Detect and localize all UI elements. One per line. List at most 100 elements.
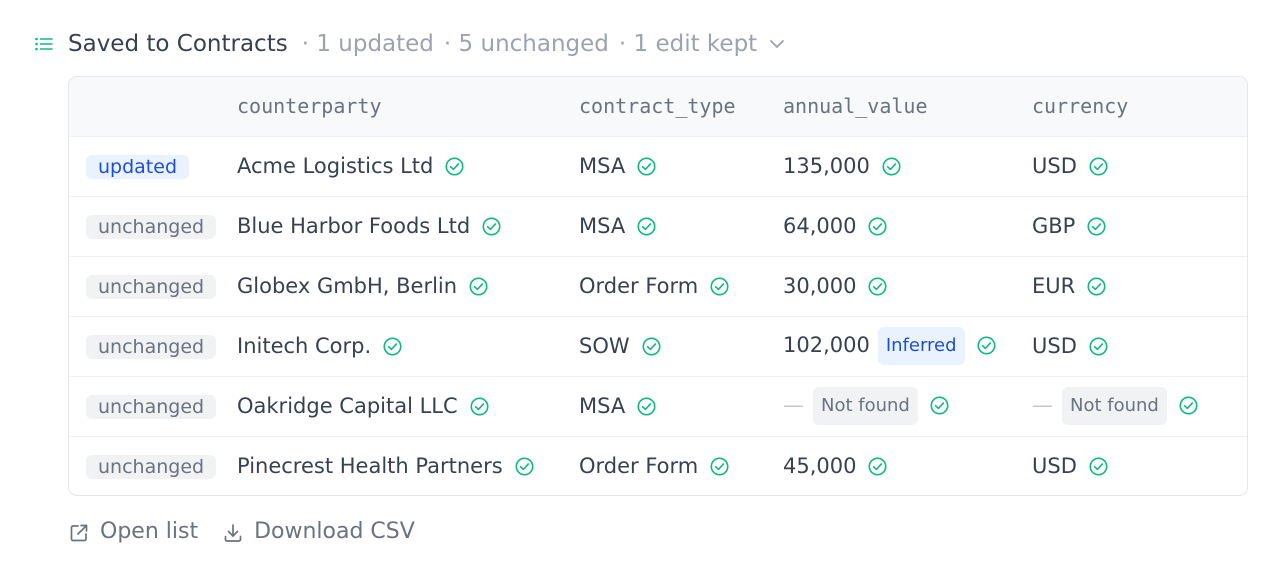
table-body: updated Acme Logistics Ltd MSA 135,000 USD un… bbox=[69, 136, 1247, 495]
updated-count: · 1 updated bbox=[301, 31, 434, 57]
currency-cell[interactable]: USD bbox=[1032, 316, 1247, 376]
currency-text: EUR bbox=[1032, 274, 1076, 298]
annual-value-cell[interactable]: 102,000 Inferred bbox=[783, 316, 1032, 376]
counterparty-text: Initech Corp. bbox=[237, 334, 372, 358]
annual-value-text: 64,000 bbox=[783, 214, 857, 238]
currency-text: GBP bbox=[1032, 214, 1076, 238]
counterparty-cell[interactable]: Globex GmbH, Berlin bbox=[237, 256, 579, 316]
status-cell: unchanged bbox=[69, 376, 237, 436]
currency-text: — bbox=[1032, 393, 1053, 417]
check-circle-icon bbox=[867, 216, 888, 237]
currency-cell[interactable]: — Not found bbox=[1032, 376, 1247, 436]
currency-cell[interactable]: USD bbox=[1032, 136, 1247, 196]
check-circle-icon bbox=[514, 456, 535, 477]
annual-value-text: 135,000 bbox=[783, 154, 870, 178]
status-cell: unchanged bbox=[69, 436, 237, 495]
check-circle-icon bbox=[444, 156, 465, 177]
table-header-row: counterparty contract_type annual_value … bbox=[69, 77, 1247, 136]
check-circle-icon bbox=[709, 276, 730, 297]
check-circle-icon bbox=[1178, 395, 1199, 416]
status-badge: unchanged bbox=[86, 214, 217, 239]
chevron-down-icon[interactable] bbox=[767, 34, 787, 54]
currency-text: USD bbox=[1032, 154, 1077, 178]
column-header-status bbox=[69, 77, 237, 136]
check-circle-icon bbox=[976, 335, 997, 356]
status-cell: updated bbox=[69, 136, 237, 196]
contract-type-text: MSA bbox=[579, 154, 626, 178]
check-circle-icon bbox=[636, 396, 657, 417]
header-title: Saved to Contracts bbox=[68, 31, 288, 57]
contract-type-cell[interactable]: Order Form bbox=[579, 256, 783, 316]
counterparty-cell[interactable]: Pinecrest Health Partners bbox=[237, 436, 579, 495]
counterparty-cell[interactable]: Acme Logistics Ltd bbox=[237, 136, 579, 196]
contract-type-text: Order Form bbox=[579, 454, 699, 479]
results-table-card: counterparty contract_type annual_value … bbox=[68, 76, 1248, 496]
annual-value-text: 45,000 bbox=[783, 454, 857, 479]
contract-type-text: MSA bbox=[579, 214, 626, 238]
check-circle-icon bbox=[636, 216, 657, 237]
annual-value-cell[interactable]: 64,000 bbox=[783, 196, 1032, 256]
inferred-badge: Inferred bbox=[877, 327, 965, 365]
status-badge: unchanged bbox=[86, 394, 217, 419]
download-icon bbox=[222, 522, 244, 544]
status-cell: unchanged bbox=[69, 316, 237, 376]
contract-type-cell[interactable]: SOW bbox=[579, 316, 783, 376]
edits-kept[interactable]: · 1 edit kept bbox=[618, 31, 758, 57]
status-badge: unchanged bbox=[86, 334, 217, 359]
check-circle-icon bbox=[709, 456, 730, 477]
check-circle-icon bbox=[929, 395, 950, 416]
check-circle-icon bbox=[1088, 336, 1109, 357]
check-circle-icon bbox=[1088, 456, 1109, 477]
not-found-badge: Not found bbox=[813, 387, 918, 425]
counterparty-cell[interactable]: Oakridge Capital LLC bbox=[237, 376, 579, 436]
check-circle-icon bbox=[469, 396, 490, 417]
annual-value-text: 30,000 bbox=[783, 274, 857, 298]
counterparty-text: Oakridge Capital LLC bbox=[237, 394, 458, 418]
save-summary-header: Saved to Contracts · 1 updated · 5 uncha… bbox=[33, 28, 787, 60]
table-row: unchanged Blue Harbor Foods Ltd MSA 64,000 G… bbox=[69, 196, 1247, 256]
annual-value-cell[interactable]: — Not found bbox=[783, 376, 1032, 436]
currency-cell[interactable]: GBP bbox=[1032, 196, 1247, 256]
open-list-label: Open list bbox=[100, 518, 199, 544]
download-csv-label: Download CSV bbox=[254, 518, 415, 544]
currency-cell[interactable]: EUR bbox=[1032, 256, 1247, 316]
counterparty-text: Pinecrest Health Partners bbox=[237, 454, 503, 479]
counterparty-cell[interactable]: Blue Harbor Foods Ltd bbox=[237, 196, 579, 256]
currency-text: USD bbox=[1032, 454, 1077, 479]
check-circle-icon bbox=[641, 336, 662, 357]
currency-cell[interactable]: USD bbox=[1032, 436, 1247, 495]
contract-type-cell[interactable]: MSA bbox=[579, 376, 783, 436]
check-circle-icon bbox=[867, 456, 888, 477]
counterparty-text: Blue Harbor Foods Ltd bbox=[237, 214, 471, 238]
table-row: unchanged Pinecrest Health Partners Order … bbox=[69, 436, 1247, 495]
table-row: updated Acme Logistics Ltd MSA 135,000 USD bbox=[69, 136, 1247, 196]
contract-type-text: SOW bbox=[579, 334, 630, 358]
download-csv-button[interactable]: Download CSV bbox=[222, 519, 415, 544]
check-circle-icon bbox=[1088, 156, 1109, 177]
column-header-counterparty: counterparty bbox=[237, 94, 382, 119]
annual-value-cell[interactable]: 45,000 bbox=[783, 436, 1032, 495]
contract-type-cell[interactable]: Order Form bbox=[579, 436, 783, 495]
counterparty-cell[interactable]: Initech Corp. bbox=[237, 316, 579, 376]
annual-value-cell[interactable]: 135,000 bbox=[783, 136, 1032, 196]
contract-type-text: Order Form bbox=[579, 274, 699, 298]
contract-type-cell[interactable]: MSA bbox=[579, 196, 783, 256]
annual-value-text: — bbox=[783, 393, 804, 417]
not-found-badge: Not found bbox=[1062, 387, 1167, 425]
check-circle-icon bbox=[468, 276, 489, 297]
check-circle-icon bbox=[881, 156, 902, 177]
counterparty-text: Globex GmbH, Berlin bbox=[237, 274, 458, 298]
status-cell: unchanged bbox=[69, 256, 237, 316]
currency-text: USD bbox=[1032, 334, 1077, 358]
unchanged-count: · 5 unchanged bbox=[443, 31, 609, 57]
column-header-contract-type: contract_type bbox=[579, 94, 736, 119]
actions-bar: Open list Download CSV bbox=[68, 516, 439, 546]
check-circle-icon bbox=[1086, 216, 1107, 237]
open-list-button[interactable]: Open list bbox=[68, 519, 198, 544]
annual-value-text: 102,000 bbox=[783, 333, 870, 357]
contract-type-cell[interactable]: MSA bbox=[579, 136, 783, 196]
status-badge: unchanged bbox=[86, 274, 217, 299]
status-badge: updated bbox=[86, 154, 190, 179]
annual-value-cell[interactable]: 30,000 bbox=[783, 256, 1032, 316]
check-circle-icon bbox=[382, 336, 403, 357]
